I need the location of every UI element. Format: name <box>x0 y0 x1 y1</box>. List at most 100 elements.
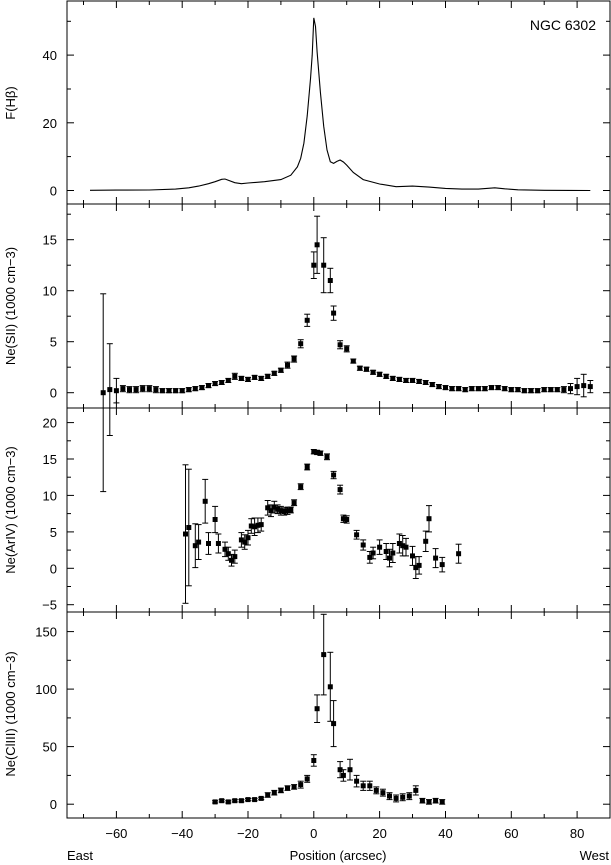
data-point <box>367 783 373 789</box>
x-tick-label: −40 <box>171 826 193 841</box>
data-point <box>433 555 439 561</box>
data-point <box>232 373 238 379</box>
data-point <box>304 776 310 782</box>
data-point <box>456 551 462 557</box>
data-point <box>423 538 429 544</box>
data-point <box>258 795 264 801</box>
data-point <box>271 504 277 510</box>
data-point <box>413 565 419 571</box>
data-point <box>535 388 541 394</box>
x-tick-label: 0 <box>310 826 317 841</box>
data-point <box>469 386 475 392</box>
data-point <box>508 387 514 393</box>
panel-cliii: 0 50 100 150 <box>35 613 610 812</box>
data-point <box>265 373 271 379</box>
data-point <box>245 535 251 541</box>
data-point <box>285 362 290 368</box>
data-point <box>337 342 343 348</box>
y-tick-label: 0 <box>50 184 57 199</box>
y-tick-label: 10 <box>43 488 57 503</box>
data-point <box>232 798 238 804</box>
x-tick-label: 60 <box>504 826 518 841</box>
data-point <box>403 378 409 383</box>
data-point <box>113 388 119 394</box>
data-point <box>192 386 198 392</box>
data-point <box>268 508 274 514</box>
data-point <box>245 376 251 382</box>
data-point <box>383 549 389 554</box>
data-point <box>196 539 202 545</box>
data-point <box>219 798 225 804</box>
data-point <box>436 384 442 390</box>
data-point <box>568 386 573 392</box>
data-point <box>396 541 402 546</box>
data-point <box>238 375 244 381</box>
data-point <box>186 387 192 393</box>
data-point <box>107 387 113 393</box>
data-point <box>400 794 406 800</box>
data-point <box>153 387 159 393</box>
data-point <box>357 365 363 371</box>
x-axis-east-label: East <box>67 848 93 863</box>
data-point <box>278 508 284 514</box>
data-point <box>173 388 179 394</box>
data-point <box>581 383 587 389</box>
data-point <box>281 509 287 514</box>
data-point <box>206 541 211 546</box>
data-point <box>495 385 501 391</box>
data-point <box>416 562 422 568</box>
data-point <box>252 797 258 803</box>
data-point <box>186 525 192 530</box>
y-tick-label: 20 <box>43 116 57 131</box>
x-tick-label: 20 <box>372 826 386 841</box>
data-point <box>423 380 429 385</box>
y-tick-label: 50 <box>43 740 57 755</box>
y-tick-label: 5 <box>50 525 57 540</box>
data-point <box>340 772 346 778</box>
data-point <box>229 557 234 563</box>
data-point <box>298 782 304 788</box>
data-point <box>238 798 244 804</box>
data-point <box>166 388 172 394</box>
data-point <box>225 799 231 805</box>
data-point <box>383 373 389 379</box>
data-point <box>304 464 310 470</box>
x-axis-west-label: West <box>580 848 610 863</box>
data-point <box>278 367 284 373</box>
data-point <box>298 341 304 347</box>
data-point <box>314 242 320 248</box>
data-point <box>354 778 360 784</box>
data-point <box>285 508 290 514</box>
data-point <box>449 386 455 392</box>
panel-ariv: −5 0 5 10 15 20 <box>42 416 610 613</box>
data-point <box>380 790 386 796</box>
plot-frame <box>66 0 611 819</box>
data-point <box>219 380 225 385</box>
data-point <box>258 375 264 381</box>
x-tick-label: −60 <box>105 826 127 841</box>
data-point <box>475 386 481 392</box>
data-point <box>387 793 392 799</box>
data-point <box>528 388 534 394</box>
y-tick-label: 15 <box>43 233 57 248</box>
data-point <box>554 387 560 393</box>
x-tick-label: 40 <box>438 826 452 841</box>
data-point <box>238 537 244 543</box>
y-tick-label: 40 <box>43 48 57 63</box>
data-point <box>212 517 218 522</box>
data-point <box>337 767 343 773</box>
data-point <box>489 385 494 391</box>
x-axis-label: Position (arcsec) <box>290 848 387 863</box>
data-point <box>291 356 297 362</box>
data-point <box>410 553 415 559</box>
data-point <box>387 555 392 561</box>
data-point <box>212 381 218 386</box>
x-axis-ticks: −60 −40 −20 0 20 40 60 80 <box>83 1 584 841</box>
data-point <box>285 785 290 791</box>
data-point <box>396 376 402 382</box>
data-point <box>271 790 277 796</box>
data-point <box>587 384 593 390</box>
data-point <box>140 386 146 392</box>
data-point <box>314 706 320 712</box>
